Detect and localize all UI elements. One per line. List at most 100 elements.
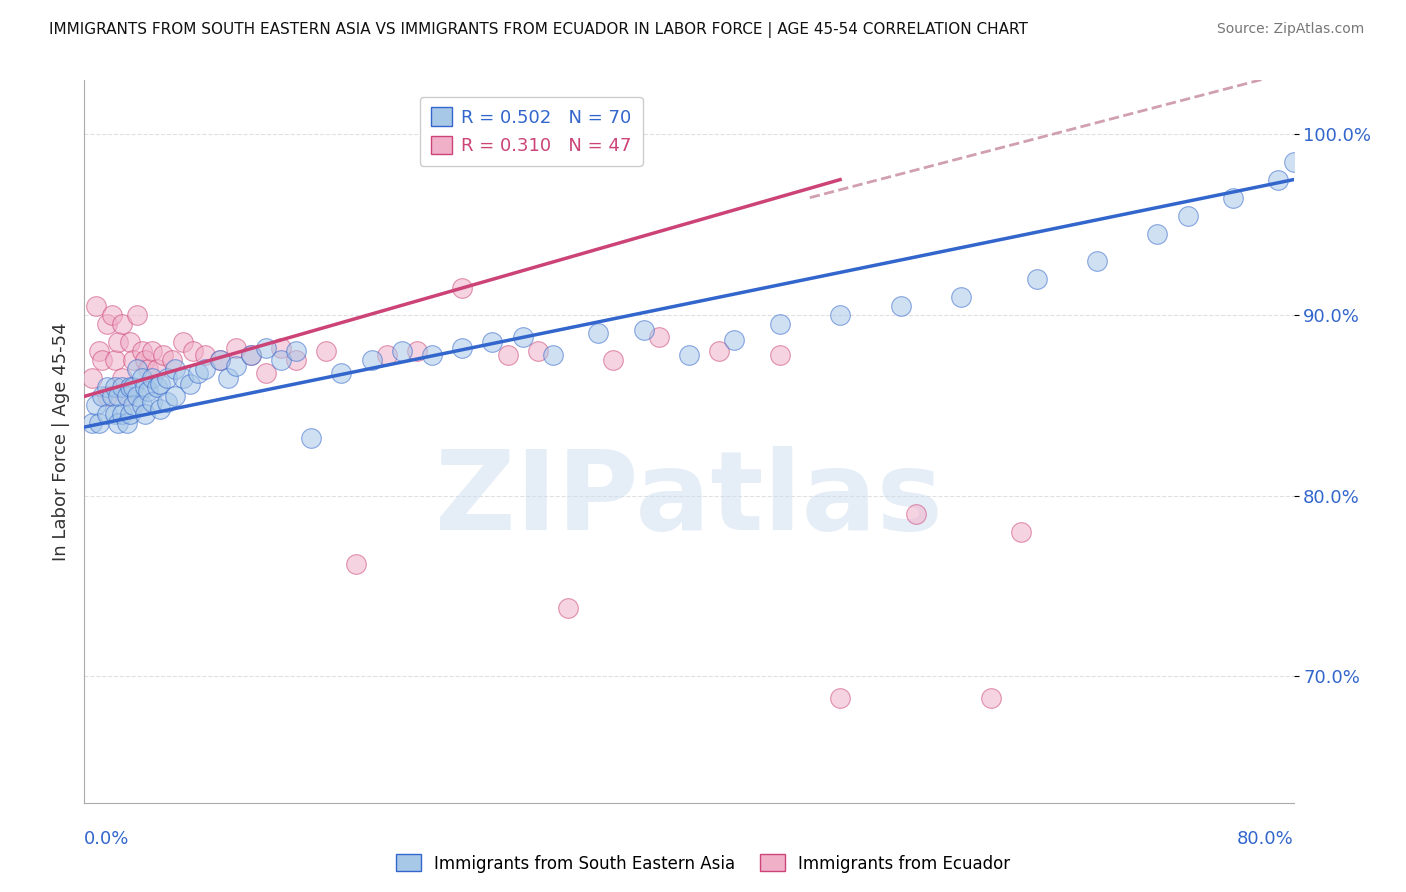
Point (91, 389, 114, 403)
Point (270, 353, 292, 368)
Point (100, 389, 122, 403)
Point (1177, 209, 1199, 223)
Point (91, 353, 114, 368)
Point (136, 362, 159, 376)
Point (602, 353, 624, 368)
Point (270, 341, 292, 355)
Point (107, 389, 129, 403)
Point (141, 344, 163, 359)
Point (86, 398, 108, 412)
Point (769, 317, 792, 331)
Point (118, 335, 141, 350)
Point (1267, 172, 1289, 186)
Text: 0.0%: 0.0% (84, 830, 129, 848)
Point (127, 308, 149, 322)
Point (149, 402, 172, 417)
Point (111, 380, 134, 394)
Point (194, 348, 217, 362)
Point (107, 335, 129, 350)
Point (146, 380, 169, 394)
Point (187, 366, 209, 380)
Point (406, 344, 429, 359)
Point (111, 317, 134, 331)
Point (131, 344, 153, 359)
Point (254, 366, 277, 380)
Point (225, 359, 247, 373)
Point (121, 398, 143, 412)
Point (451, 341, 474, 355)
Legend: Immigrants from South Eastern Asia, Immigrants from Ecuador: Immigrants from South Eastern Asia, Immi… (389, 847, 1017, 880)
Point (179, 376, 201, 391)
Point (239, 348, 262, 362)
Point (127, 362, 149, 376)
Point (104, 408, 127, 422)
Point (146, 362, 169, 376)
Point (131, 371, 153, 385)
Point (420, 348, 443, 362)
Point (136, 384, 159, 398)
Point (118, 408, 141, 422)
Y-axis label: In Labor Force | Age 45-54: In Labor Force | Age 45-54 (52, 322, 70, 561)
Point (209, 353, 232, 368)
Point (209, 353, 232, 368)
Point (451, 281, 474, 295)
Point (89, 344, 111, 359)
Point (950, 290, 973, 304)
Point (152, 348, 174, 362)
Point (141, 371, 163, 385)
Point (904, 507, 927, 521)
Point (481, 335, 503, 350)
Point (165, 362, 187, 376)
Point (156, 394, 179, 409)
Legend: R = 0.502   N = 70, R = 0.310   N = 47: R = 0.502 N = 70, R = 0.310 N = 47 (420, 96, 643, 166)
Text: Source: ZipAtlas.com: Source: ZipAtlas.com (1216, 22, 1364, 37)
Point (96, 408, 118, 422)
Point (1085, 253, 1108, 268)
Point (80, 417, 103, 431)
Point (830, 308, 852, 322)
Point (588, 326, 610, 340)
Point (723, 334, 745, 348)
Point (149, 376, 172, 391)
Text: 80.0%: 80.0% (1237, 830, 1294, 848)
Point (527, 344, 550, 359)
Point (121, 380, 143, 394)
Point (315, 344, 337, 359)
Point (980, 691, 1002, 706)
Point (217, 371, 239, 385)
Point (330, 366, 353, 380)
Point (118, 380, 141, 394)
Point (100, 308, 122, 322)
Point (156, 371, 179, 385)
Point (769, 348, 792, 362)
Point (160, 353, 183, 368)
Point (111, 371, 134, 385)
Point (107, 417, 129, 431)
Point (96, 380, 118, 394)
Point (115, 389, 138, 403)
Point (496, 348, 519, 362)
Point (181, 344, 204, 359)
Point (678, 348, 700, 362)
Point (172, 371, 194, 385)
Point (115, 417, 138, 431)
Point (134, 353, 156, 368)
Point (1146, 227, 1168, 241)
Point (285, 353, 308, 368)
Point (648, 330, 671, 344)
Point (239, 348, 262, 362)
Point (346, 558, 368, 572)
Point (1025, 272, 1047, 286)
Point (80, 371, 103, 385)
Point (285, 344, 308, 359)
Point (134, 380, 156, 394)
Point (96, 317, 118, 331)
Point (360, 353, 382, 368)
Text: IMMIGRANTS FROM SOUTH EASTERN ASIA VS IMMIGRANTS FROM ECUADOR IN LABOR FORCE | A: IMMIGRANTS FROM SOUTH EASTERN ASIA VS IM… (49, 22, 1028, 38)
Text: ZIPatlas: ZIPatlas (434, 446, 943, 553)
Point (172, 335, 194, 350)
Point (165, 389, 187, 403)
Point (633, 322, 655, 336)
Point (1011, 524, 1033, 539)
Point (141, 394, 163, 409)
